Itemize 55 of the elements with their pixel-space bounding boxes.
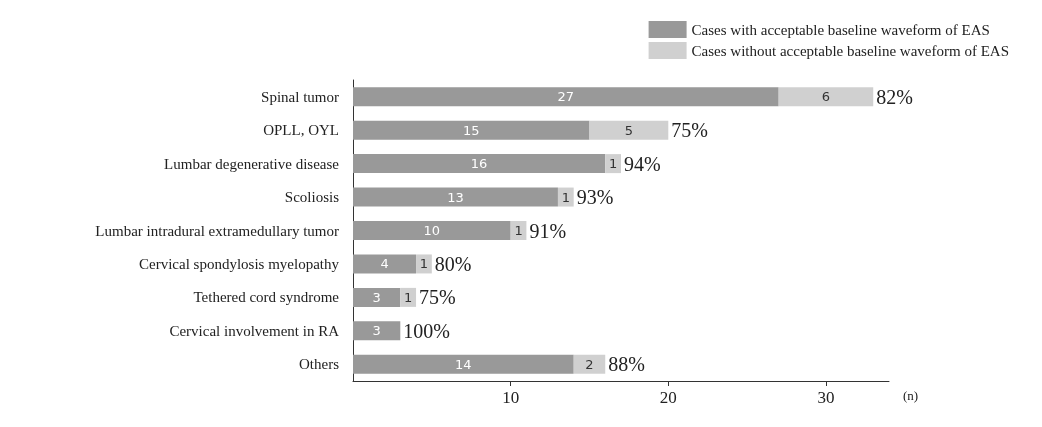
y-tick-label: Tethered cord syndrome xyxy=(193,289,340,306)
y-tick-label: Others xyxy=(299,356,340,373)
x-axis-title: (n) xyxy=(903,388,919,403)
bar xyxy=(353,321,401,341)
x-tick-label: 30 xyxy=(817,388,835,407)
y-tick-label: Lumbar intradural extramedullary tumor xyxy=(95,222,339,239)
data-label: 10 xyxy=(423,223,441,238)
bar xyxy=(353,354,574,374)
y-tick-label: Cervical involvement in RA xyxy=(169,322,340,339)
data-label: 1 xyxy=(419,256,429,272)
data-label: 13 xyxy=(447,189,464,205)
annotation: 100% xyxy=(403,319,450,342)
annotation: 75% xyxy=(419,286,456,309)
y-tick-label: Cervical spondylosis myelopathy xyxy=(139,255,340,272)
legend-label: Cases with acceptable baseline waveform of EAS xyxy=(691,21,990,38)
data-label: 1 xyxy=(561,189,570,205)
data-label: 5 xyxy=(624,122,634,138)
data-label: 4 xyxy=(380,256,389,272)
bar xyxy=(589,120,669,140)
bar xyxy=(573,354,606,374)
annotation: 82% xyxy=(876,85,913,108)
data-label: 3 xyxy=(372,289,381,305)
y-tick-label: Scoliosis xyxy=(284,189,340,206)
x-tick-label: 20 xyxy=(659,388,677,407)
bar xyxy=(557,187,574,207)
annotation: 88% xyxy=(608,353,645,376)
y-tick-label: Spinal tumor xyxy=(261,88,339,105)
data-label: 15 xyxy=(462,122,480,138)
data-label: 14 xyxy=(455,356,472,372)
annotation: 75% xyxy=(671,119,708,142)
data-label: 6 xyxy=(821,89,831,105)
bar xyxy=(353,87,779,107)
annotation: 93% xyxy=(576,186,614,209)
bar xyxy=(400,287,417,307)
data-label: 1 xyxy=(608,156,618,172)
bar xyxy=(353,120,590,140)
annotation: 94% xyxy=(624,152,661,175)
y-tick-label: Lumbar degenerative disease xyxy=(164,155,340,172)
bar xyxy=(353,187,558,207)
legend-label: Cases without acceptable baseline waveform of EAS xyxy=(691,42,1010,59)
y-tick-label: OPLL, OYL xyxy=(263,122,339,139)
data-label: 1 xyxy=(514,223,523,238)
annotation: 91% xyxy=(529,219,567,242)
data-label: 16 xyxy=(470,156,488,172)
x-tick-label: 10 xyxy=(502,388,520,407)
bar xyxy=(353,254,417,274)
data-label: 27 xyxy=(557,89,575,105)
bar xyxy=(778,87,874,107)
annotation: 80% xyxy=(434,252,472,275)
bar xyxy=(353,221,511,240)
data-label: 1 xyxy=(404,289,413,305)
bar xyxy=(353,287,401,307)
bar xyxy=(353,154,606,174)
data-label: 2 xyxy=(585,356,594,372)
data-label: 3 xyxy=(372,323,381,339)
